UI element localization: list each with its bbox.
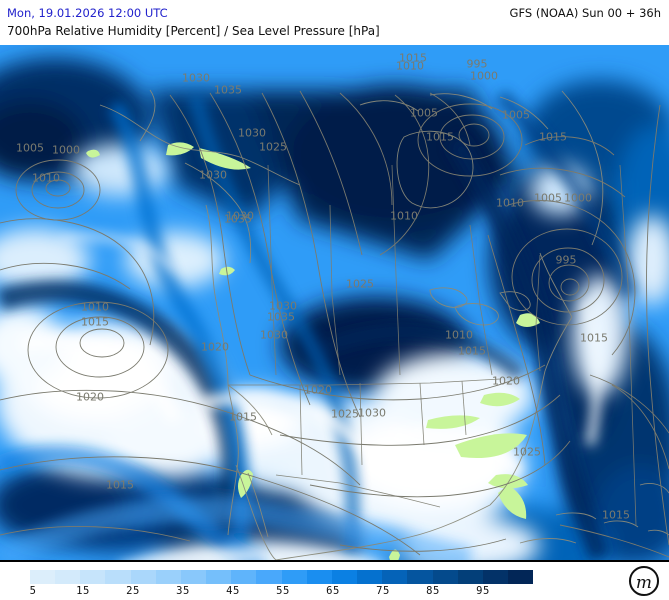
meteoblue-m-logo[interactable]: m — [627, 564, 661, 598]
isobar-label: 1010 — [32, 171, 60, 185]
isobar-label: 1020 — [76, 390, 104, 404]
colorbar-tick-55: 55 — [276, 585, 290, 597]
colorbar-swatch-3 — [105, 570, 131, 584]
isobar-label: 1035 — [267, 310, 295, 324]
isobar-label: 995 — [466, 57, 488, 71]
page-title: 700hPa Relative Humidity [Percent] / Sea… — [7, 24, 380, 38]
map-header: Mon, 19.01.2026 12:00 UTC GFS (NOAA) Sun… — [0, 0, 669, 45]
isobar-label: 1010 — [396, 59, 424, 73]
isobar-label: 1015 — [81, 315, 109, 329]
colorbar-tick-75: 75 — [376, 585, 390, 597]
model-run-label: GFS (NOAA) Sun 00 + 36h — [509, 6, 661, 20]
colorbar-tick-85: 85 — [426, 585, 440, 597]
colorbar-swatch-17 — [457, 570, 483, 584]
forecast-datetime-label: Mon, 19.01.2026 12:00 UTC — [7, 6, 168, 20]
colorbar-tick-25: 25 — [126, 585, 140, 597]
isobar-label: 1005 — [534, 191, 562, 205]
land-dry-patches — [86, 142, 540, 560]
isobar-label: 1030 — [199, 168, 227, 182]
border-layer — [228, 164, 637, 526]
legend-panel: 5 15 25 35 45 55 65 75 85 95 m — [0, 562, 669, 600]
colorbar-swatch-10 — [281, 570, 307, 584]
isobar-label: 1015 — [426, 130, 454, 144]
relative-humidity-colorbar[interactable] — [30, 570, 534, 584]
isobar-label: 1030 — [226, 209, 254, 223]
isobar-label: 1000 — [470, 69, 498, 83]
colorbar-swatch-16 — [432, 570, 458, 584]
isobar-label: 1015 — [229, 410, 257, 424]
colorbar-tick-45: 45 — [226, 585, 240, 597]
colorbar-swatch-7 — [206, 570, 232, 584]
relative-humidity-map[interactable] — [0, 45, 669, 560]
colorbar-tick-5: 5 — [29, 585, 37, 597]
isobar-label: 1025 — [346, 277, 374, 291]
colorbar-swatch-11 — [306, 570, 332, 584]
weather-map-panel[interactable]: 1005 1000 1010 1035 1030 1030 1025 1030 1030 995 1… — [0, 45, 669, 562]
isobar-label: 1005 — [16, 141, 44, 155]
isobar-layer — [0, 90, 669, 558]
colorbar-tick-15: 15 — [76, 585, 90, 597]
colorbar-swatch-2 — [80, 570, 106, 584]
isobar-label: 1030 — [269, 299, 297, 313]
isobar-label: 1030 — [260, 328, 288, 342]
logo-letter: m — [636, 573, 652, 593]
isobar-label: 1015 — [106, 478, 134, 492]
colorbar-tick-labels: 5 15 25 35 45 55 65 75 85 95 — [0, 585, 669, 599]
isobar-label: 1010 — [496, 196, 524, 210]
isobar-label: 1005 — [502, 108, 530, 122]
isobar-label: 1030 — [182, 71, 210, 85]
isobar-label-layer: 1005 1000 1010 1035 1030 1030 1025 1030 1030 995 1… — [0, 45, 669, 560]
isobar-label: 1025 — [513, 445, 541, 459]
isobar-label: 1035 — [224, 212, 252, 226]
isobar-label: 1005 — [410, 106, 438, 120]
colorbar-swatch-0 — [30, 570, 56, 584]
isobar-label: 1020 — [492, 374, 520, 388]
isobar-label: 1020 — [304, 383, 332, 397]
colorbar-swatch-1 — [55, 570, 81, 584]
colorbar-swatch-9 — [256, 570, 282, 584]
colorbar-swatch-4 — [130, 570, 156, 584]
isobar-label: 995 — [555, 253, 577, 267]
colorbar-swatch-18 — [482, 570, 508, 584]
isobar-label: 1015 — [539, 130, 567, 144]
isobar-label: 1000 — [52, 143, 80, 157]
isobar-label: 1025 — [331, 407, 359, 421]
colorbar-tick-35: 35 — [176, 585, 190, 597]
isobar-label: 1015 — [399, 51, 427, 65]
isobar-label: 1000 — [564, 191, 592, 205]
colorbar-swatch-8 — [231, 570, 257, 584]
colorbar-swatch-14 — [382, 570, 408, 584]
isobar-label: 1015 — [602, 508, 630, 522]
colorbar-tick-65: 65 — [326, 585, 340, 597]
colorbar-swatch-5 — [155, 570, 181, 584]
isobar-label: 1030 — [238, 126, 266, 140]
coastline-layer — [99, 89, 669, 560]
isobar-label: 1020 — [201, 340, 229, 354]
colorbar-swatch-6 — [180, 570, 207, 584]
colorbar-swatch-15 — [407, 570, 433, 584]
isobar-label: 1010 — [81, 300, 109, 314]
humidity-bands — [0, 89, 638, 560]
isobar-label: 1025 — [259, 140, 287, 154]
colorbar-tick-95: 95 — [476, 585, 490, 597]
isobar-label: 1035 — [214, 83, 242, 97]
isobar-label: 1010 — [390, 209, 418, 223]
isobar-label: 1015 — [580, 331, 608, 345]
isobar-label: 1010 — [445, 328, 473, 342]
colorbar-swatch-19 — [507, 570, 534, 584]
colorbar-swatch-13 — [357, 570, 383, 584]
isobar-label: 1030 — [358, 406, 386, 420]
colorbar-swatch-12 — [331, 570, 358, 584]
isobar-label: 1015 — [458, 344, 486, 358]
